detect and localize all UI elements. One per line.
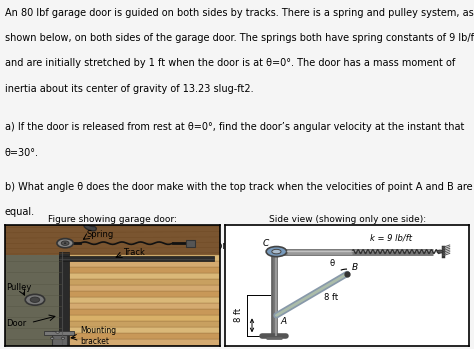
- Text: equal.: equal.: [5, 207, 35, 217]
- Circle shape: [57, 239, 73, 248]
- Bar: [65, 327, 220, 334]
- Circle shape: [64, 243, 66, 244]
- Circle shape: [437, 250, 443, 253]
- Polygon shape: [5, 225, 220, 255]
- Bar: [65, 273, 220, 279]
- Text: shown below, on both sides of the garage door. The springs both have spring cons: shown below, on both sides of the garage…: [5, 33, 474, 43]
- Text: C: C: [263, 239, 269, 248]
- Bar: [65, 340, 220, 346]
- Text: a) If the door is released from rest at θ=0°, find the door’s angular velocity a: a) If the door is released from rest at …: [5, 122, 464, 132]
- Text: Spring: Spring: [87, 230, 114, 239]
- Circle shape: [56, 331, 59, 333]
- Text: θ: θ: [330, 259, 335, 268]
- Bar: [65, 321, 220, 327]
- Circle shape: [61, 241, 69, 245]
- Bar: [186, 239, 194, 247]
- Text: c) Do you think this is a good design? Why or why not?: c) Do you think this is a good design? W…: [5, 241, 273, 251]
- Circle shape: [25, 294, 45, 305]
- Bar: [65, 297, 220, 303]
- Text: 8 ft: 8 ft: [324, 292, 338, 302]
- Text: Pulley: Pulley: [6, 283, 31, 292]
- Bar: [44, 331, 74, 335]
- Text: inertia about its center of gravity of 13.23 slug-ft2.: inertia about its center of gravity of 1…: [5, 84, 254, 94]
- Bar: [65, 334, 220, 340]
- Bar: [65, 255, 220, 261]
- Text: b) What angle θ does the door make with the top track when the velocities of poi: b) What angle θ does the door make with …: [5, 181, 473, 192]
- Bar: [65, 261, 220, 267]
- Text: and are initially stretched by 1 ft when the door is at θ=0°. The door has a mas: and are initially stretched by 1 ft when…: [5, 58, 455, 68]
- Text: 8 ft: 8 ft: [234, 308, 243, 322]
- Text: Door: Door: [6, 319, 26, 328]
- Title: Figure showing garage door:: Figure showing garage door:: [48, 215, 177, 224]
- Text: A: A: [280, 317, 286, 326]
- Text: Track: Track: [123, 248, 145, 257]
- Bar: [65, 291, 220, 297]
- Bar: [59, 256, 214, 261]
- Bar: [65, 315, 220, 321]
- Bar: [65, 285, 220, 291]
- Bar: [52, 331, 67, 346]
- Text: An 80 lbf garage door is guided on both sides by tracks. There is a spring and p: An 80 lbf garage door is guided on both …: [5, 8, 474, 18]
- Text: Mounting
bracket: Mounting bracket: [80, 326, 116, 346]
- Bar: [65, 309, 220, 315]
- Bar: [65, 303, 220, 309]
- Bar: [65, 267, 220, 273]
- Circle shape: [30, 297, 40, 302]
- Bar: [59, 252, 70, 346]
- Bar: [65, 279, 220, 285]
- Circle shape: [272, 249, 281, 254]
- Circle shape: [266, 246, 287, 257]
- Circle shape: [50, 337, 54, 339]
- Text: θ=30°.: θ=30°.: [5, 148, 39, 157]
- Circle shape: [61, 337, 64, 339]
- Text: B: B: [352, 263, 358, 272]
- Text: k = 9 lb/ft: k = 9 lb/ft: [370, 233, 412, 243]
- Bar: [5, 255, 65, 346]
- Title: Side view (showing only one side):: Side view (showing only one side):: [269, 215, 426, 224]
